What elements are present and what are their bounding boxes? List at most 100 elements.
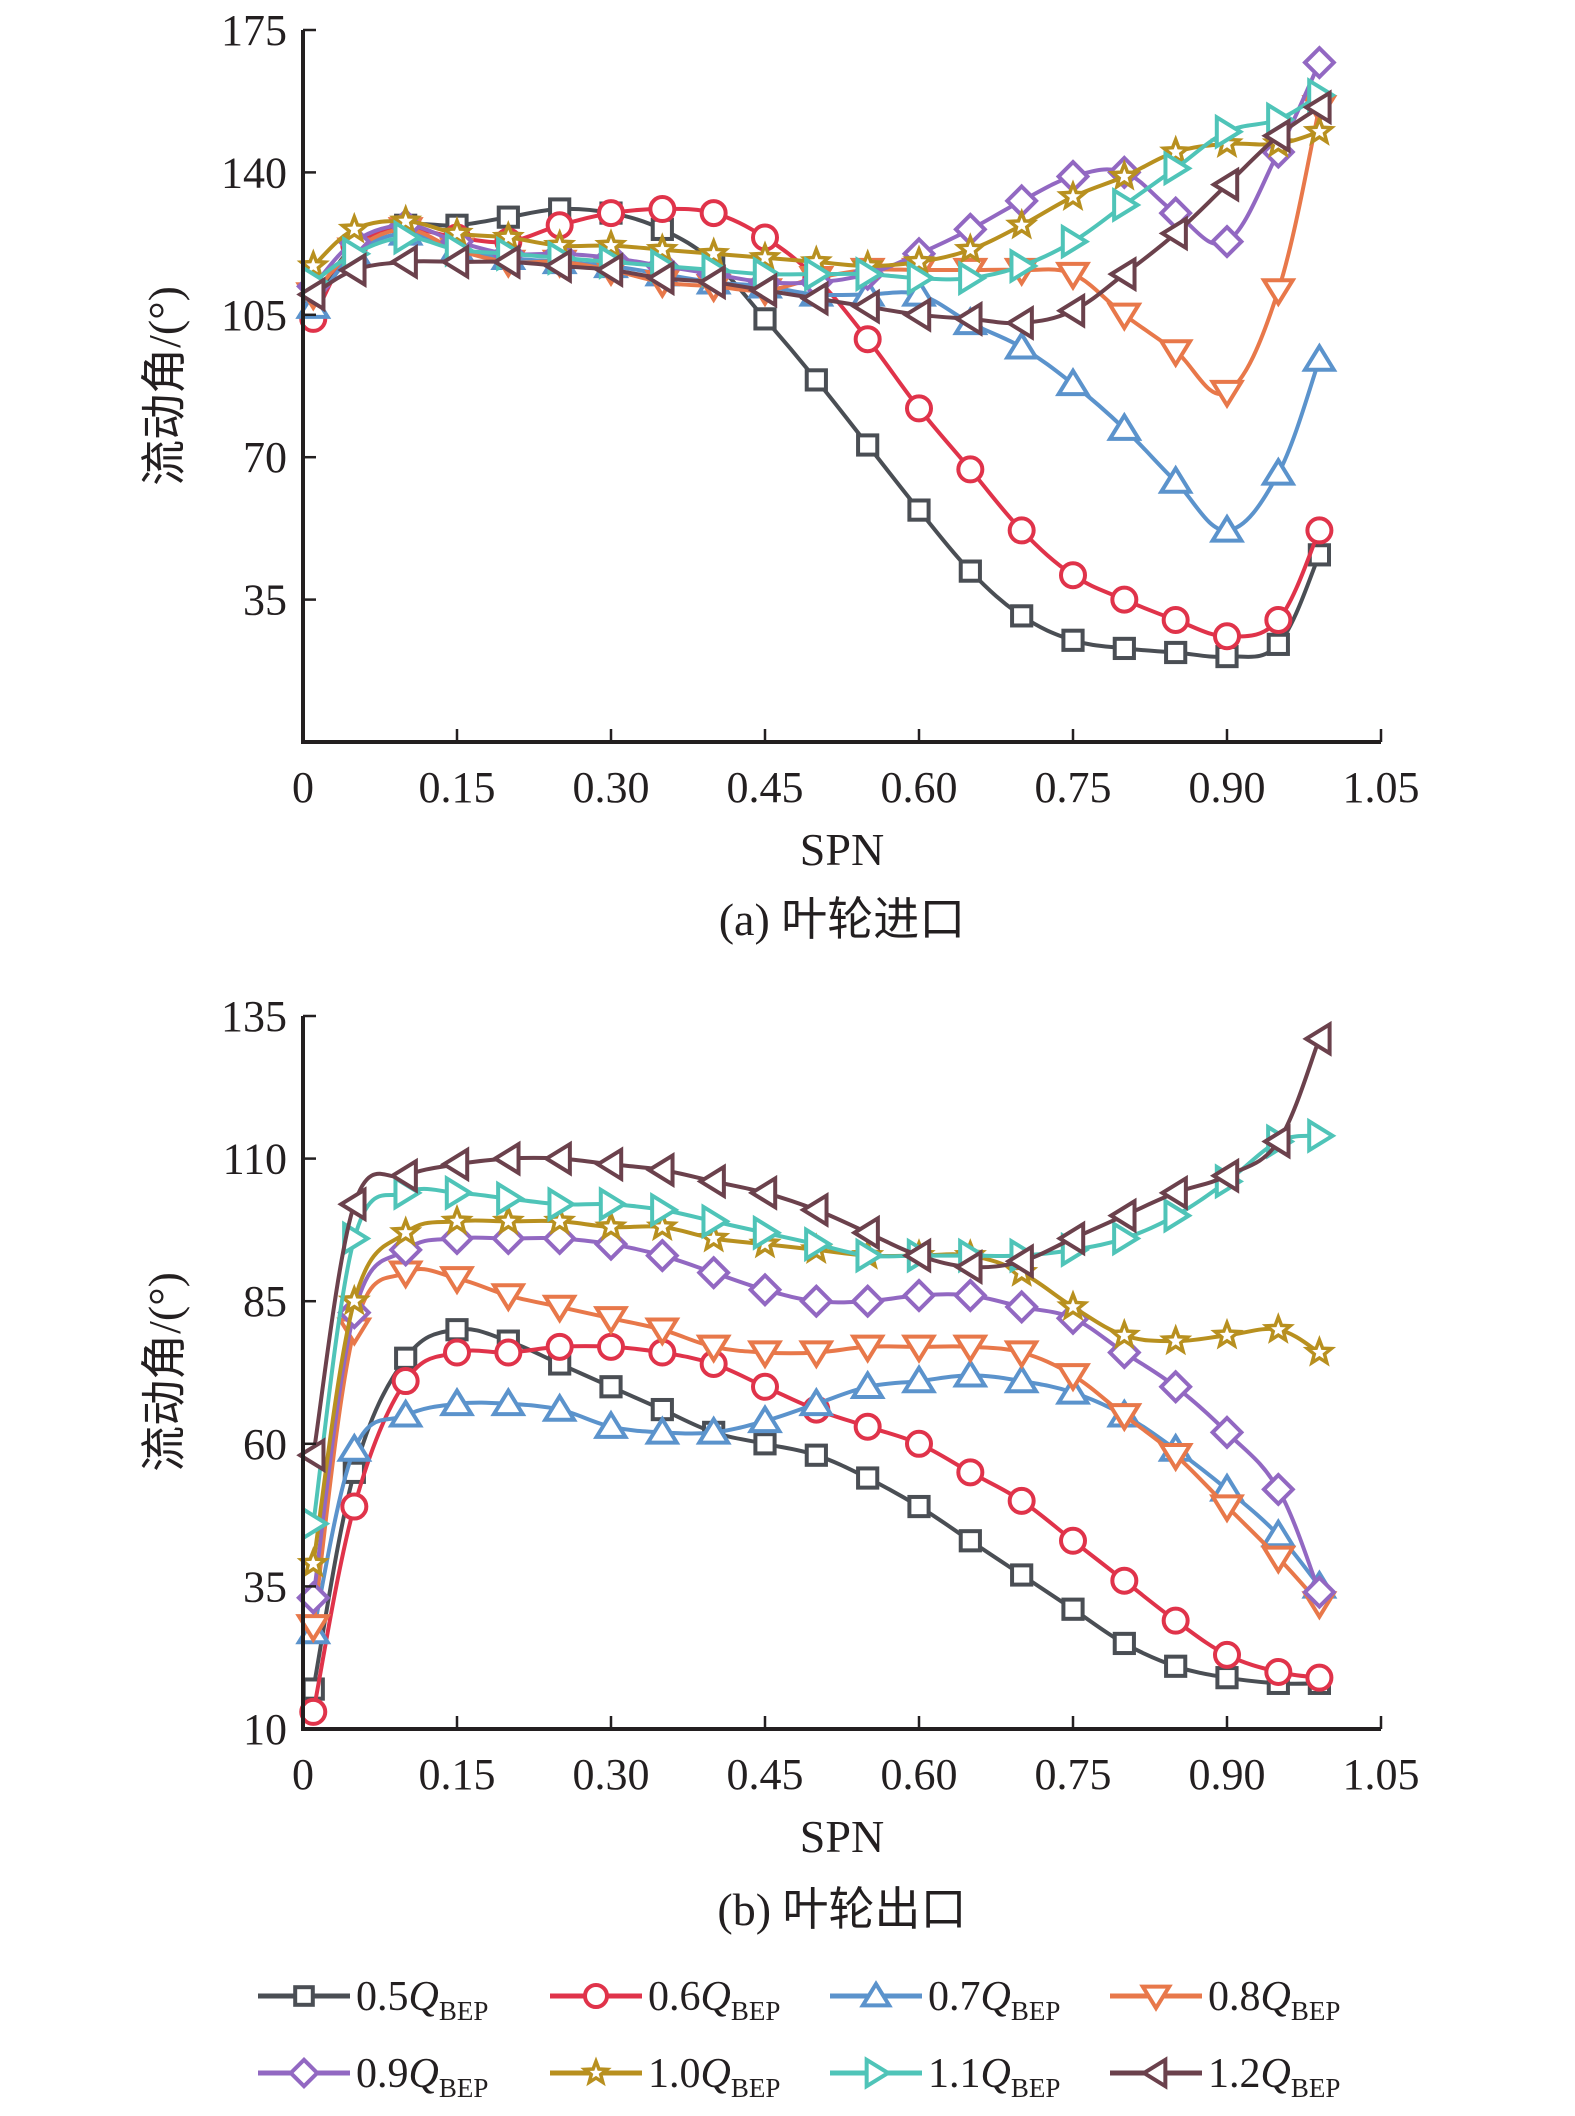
chart-b-data-point bbox=[804, 1443, 828, 1467]
chart-b-data-point bbox=[1164, 1654, 1188, 1678]
chart-b-data-point bbox=[747, 1272, 783, 1308]
chart-b-xtick-label: 0.15 bbox=[419, 1750, 496, 1799]
chart-b-data-point bbox=[747, 1403, 783, 1434]
chart-a-data-point bbox=[1056, 179, 1090, 211]
chart-a-data-point bbox=[1161, 605, 1190, 634]
chart-a-data-point bbox=[856, 433, 880, 457]
chart-b-data-point bbox=[850, 1283, 885, 1319]
chart-b-series-line bbox=[311, 1344, 1320, 1713]
chart-b-data-point bbox=[597, 1332, 625, 1361]
chart-b-data-point bbox=[856, 1466, 880, 1490]
chart-a-xtick-label: 0.15 bbox=[419, 763, 496, 812]
chart-b-data-point bbox=[439, 1386, 475, 1417]
chart-a-data-point bbox=[1004, 304, 1034, 341]
chart-a-data-point bbox=[696, 264, 726, 301]
legend-label-prefix: 0.8 bbox=[1208, 1974, 1261, 2020]
chart-b-data-point bbox=[1209, 1415, 1245, 1450]
legend-label-subscript: BEP bbox=[439, 1996, 489, 2026]
chart-a-data-point bbox=[1060, 223, 1091, 260]
chart-b-data-point bbox=[849, 1334, 886, 1364]
chart-b-data-point bbox=[1110, 1566, 1139, 1595]
chart-b-data-point bbox=[1157, 1443, 1194, 1473]
chart-a-xtick-label: 0.30 bbox=[573, 763, 650, 812]
chart-b-data-point bbox=[1061, 1597, 1085, 1621]
chart-b-data-point bbox=[907, 1494, 931, 1519]
legend-label-subscript: BEP bbox=[439, 2073, 489, 2103]
chart-a-ytick-label: 105 bbox=[221, 291, 287, 340]
chart-a-data-point bbox=[1112, 186, 1142, 223]
chart-b-xtick-label: 0.60 bbox=[881, 1750, 958, 1799]
chart-b-data-point bbox=[853, 1412, 882, 1441]
chart-a-xtick-label: 1.05 bbox=[1343, 763, 1420, 812]
chart-a-data-point bbox=[1157, 464, 1194, 494]
chart-b-data-point bbox=[1210, 1317, 1244, 1350]
chart-b-xtick-label: 1.05 bbox=[1343, 1750, 1420, 1799]
chart-a-data-point bbox=[753, 307, 777, 331]
chart-b-ytick-label: 60 bbox=[243, 1420, 287, 1469]
chart-b-data-point bbox=[747, 1174, 778, 1211]
chart-a-data-point bbox=[748, 240, 782, 272]
chart-b-data-point bbox=[650, 1191, 680, 1228]
chart-b-data-point bbox=[905, 1429, 933, 1458]
chart-b-data-point bbox=[490, 1386, 527, 1417]
chart-a-axes bbox=[301, 30, 1381, 744]
chart-a-data-point bbox=[1005, 207, 1039, 240]
chart-a-data-point bbox=[1061, 628, 1085, 652]
chart-b-data-point bbox=[1158, 1174, 1188, 1211]
chart-b-data-point bbox=[1307, 1117, 1337, 1154]
chart-b-data-point bbox=[1260, 1518, 1297, 1548]
chart-b-xtick-label: 0 bbox=[292, 1750, 314, 1799]
chart-a-data-point bbox=[953, 300, 983, 337]
chart-b-data-point bbox=[695, 1334, 732, 1364]
chart-b-data-point bbox=[1056, 1289, 1090, 1322]
chart-b-data-point bbox=[340, 1492, 369, 1521]
chart-b-data-point bbox=[799, 1283, 834, 1319]
chart-b-data-point bbox=[1004, 1243, 1034, 1280]
legend-label-subscript: BEP bbox=[731, 1996, 781, 2026]
chart-a-data-point bbox=[804, 256, 834, 293]
chart-b-data-point bbox=[849, 1369, 886, 1399]
chart-b-data-point bbox=[444, 1174, 475, 1211]
chart-b-data-point bbox=[295, 1614, 332, 1644]
chart-b-data-point bbox=[1261, 1312, 1295, 1344]
chart-b-data-point bbox=[1106, 1403, 1143, 1433]
chart-b-data-point bbox=[1003, 1364, 1040, 1394]
chart-b-data-point bbox=[593, 1146, 624, 1183]
chart-b-data-point bbox=[753, 1432, 777, 1456]
legend-label: 1.1QBEP bbox=[928, 2051, 1060, 2103]
chart-a-data-point bbox=[1112, 636, 1136, 661]
chart-b-data-point bbox=[593, 1306, 629, 1336]
chart-b-data-point bbox=[387, 1398, 424, 1428]
chart-b-data-point bbox=[1209, 1157, 1240, 1194]
chart-b-data-point bbox=[1003, 1340, 1040, 1370]
chart-a-data-point bbox=[1264, 605, 1293, 634]
chart-a-series bbox=[295, 45, 1338, 669]
chart-b-data-point bbox=[494, 1338, 523, 1367]
legend-label-prefix: 1.2 bbox=[1208, 2051, 1261, 2097]
chart-a-data-point bbox=[1260, 456, 1297, 486]
chart-a-data-point bbox=[1055, 366, 1091, 397]
chart-b-data-point bbox=[336, 1432, 373, 1462]
legend-label-prefix: 0.6 bbox=[648, 1974, 701, 2020]
chart-a-xtick-label: 0.45 bbox=[727, 763, 804, 812]
legend-item-0.6: 0.6QBEP bbox=[550, 1974, 780, 2026]
chart-b-data-point bbox=[855, 1237, 885, 1274]
legend-star-icon bbox=[580, 2056, 612, 2087]
legend-item-0.7: 0.7QBEP bbox=[830, 1974, 1060, 2026]
chart-b-data-point bbox=[1161, 1606, 1190, 1635]
chart-a-data-point bbox=[1302, 89, 1332, 126]
chart-a-data-point bbox=[1106, 302, 1143, 332]
legend-label-q: Q bbox=[701, 2051, 731, 2097]
chart-a-data-point bbox=[337, 211, 371, 244]
legend-triangle-right-icon bbox=[864, 2056, 892, 2090]
chart-a-data-point bbox=[1209, 379, 1245, 410]
chart-b-data-point bbox=[1209, 1494, 1245, 1524]
chart-b-ytick-label: 85 bbox=[243, 1277, 287, 1326]
chart-b-data-point bbox=[747, 1340, 783, 1370]
chart-b-caption: (b) 叶轮出口 bbox=[717, 1884, 966, 1935]
legend-item-1.0: 1.0QBEP bbox=[550, 2051, 780, 2103]
chart-b-xtick-label: 0.30 bbox=[573, 1750, 650, 1799]
chart-b-data-point bbox=[491, 1203, 525, 1236]
chart-a-data-point bbox=[1266, 632, 1290, 656]
